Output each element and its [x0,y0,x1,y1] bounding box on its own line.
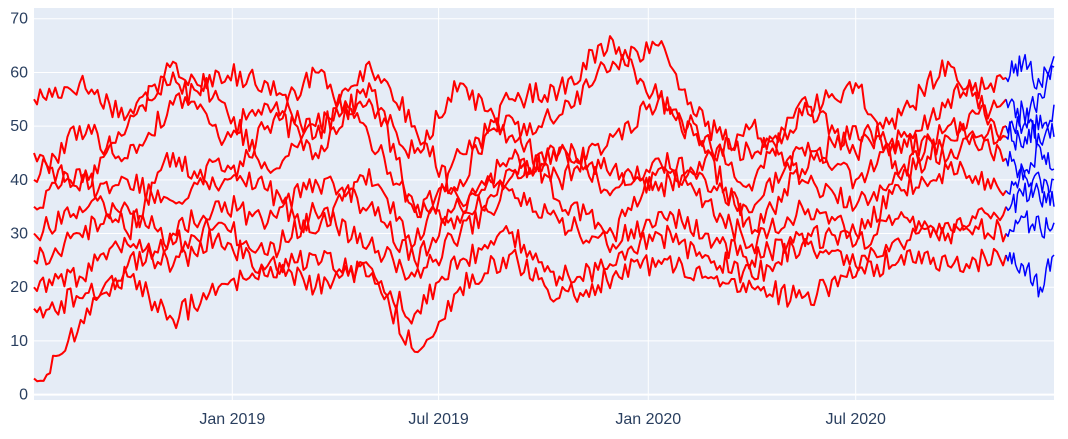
forecast-series-line [1005,251,1055,298]
history-series-line [33,114,1007,255]
x-tick-label: Jan 2020 [615,411,681,428]
history-series-line [33,40,1007,192]
x-tick-label: Jul 2019 [408,411,469,428]
y-tick-label: 40 [10,172,28,189]
history-series-line [33,66,1007,241]
y-tick-label: 50 [10,118,28,135]
series-lines [33,35,1008,383]
history-series-line [33,184,1008,281]
forecast-lines [1005,53,1055,298]
history-series-line [33,217,1008,325]
y-tick-label: 20 [10,279,28,296]
y-axis-ticks: 0 10 20 30 40 50 60 70 [10,11,28,404]
y-tick-label: 70 [10,11,28,28]
y-tick-label: 10 [10,333,28,350]
forecast-series-line [1005,114,1055,151]
forecast-series-line [1005,163,1055,208]
forecast-series-line [1005,100,1055,148]
forecast-series-line [1005,65,1055,135]
forecast-series-line [1005,210,1055,239]
y-tick-label: 60 [10,64,28,81]
history-series-line [33,247,1008,354]
forecast-series-line [1005,53,1055,90]
forecast-series-line [1005,171,1055,214]
y-tick-label: 0 [19,387,28,404]
x-tick-label: Jan 2019 [199,411,265,428]
y-tick-label: 30 [10,226,28,243]
x-tick-label: Jul 2020 [825,411,886,428]
x-axis-ticks: Jan 2019 Jul 2019 Jan 2020 Jul 2020 [199,411,886,428]
forecast-series-line [1005,142,1055,181]
history-series-line [33,35,1007,235]
history-series-line [33,123,1007,383]
